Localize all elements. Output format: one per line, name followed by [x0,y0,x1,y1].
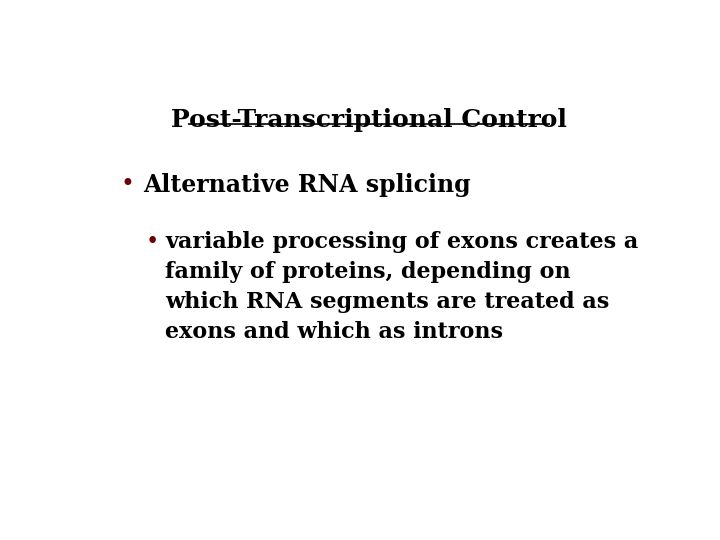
Text: •: • [121,173,135,196]
Text: •: • [145,231,159,253]
Text: Post-Transcriptional Control: Post-Transcriptional Control [171,109,567,132]
Text: family of proteins, depending on: family of proteins, depending on [166,261,571,283]
Text: exons and which as introns: exons and which as introns [166,321,503,343]
Text: Alternative RNA splicing: Alternative RNA splicing [143,173,471,197]
Text: which RNA segments are treated as: which RNA segments are treated as [166,291,610,313]
Text: variable processing of exons creates a: variable processing of exons creates a [166,231,639,253]
